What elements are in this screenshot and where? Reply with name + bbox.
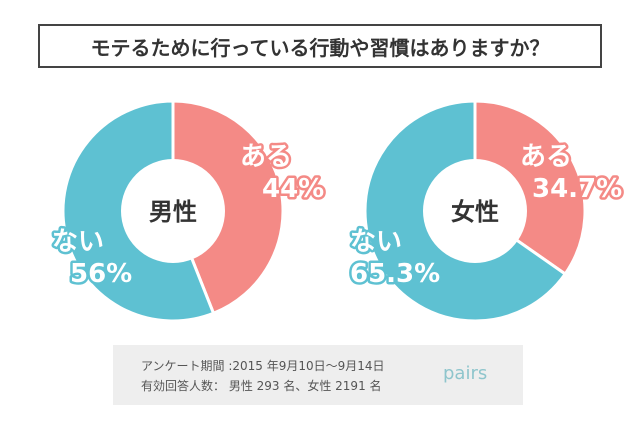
- slice-yes-0: [171, 99, 285, 316]
- slice-label: ある: [240, 142, 292, 172]
- slice-yes-1: [473, 99, 587, 277]
- slice-label: ない: [52, 227, 104, 257]
- center-label: 男性: [149, 198, 197, 226]
- donut-hole: [423, 159, 527, 263]
- slice-value-label: 65.3%: [350, 259, 440, 289]
- survey-info: アンケート期間 :2015 年9月10日〜9月14日 有効回答人数： 男性 29…: [113, 345, 523, 405]
- center-label: 女性: [451, 198, 499, 226]
- slice-value-label: 44%: [262, 174, 324, 204]
- slice-label: ある: [520, 142, 572, 172]
- donut-hole: [121, 159, 225, 263]
- slice-value-label: 34.7%: [532, 174, 622, 204]
- respondent-count: 有効回答人数： 男性 293 名、女性 2191 名: [141, 379, 382, 393]
- pairs-logo: pairs: [443, 363, 488, 384]
- chart-title: モテるために行っている行動や習慣はありますか？: [38, 24, 602, 68]
- slice-value-label: 56%: [70, 259, 132, 289]
- slice-label: ない: [350, 227, 402, 257]
- survey-period: アンケート期間 :2015 年9月10日〜9月14日: [141, 359, 385, 373]
